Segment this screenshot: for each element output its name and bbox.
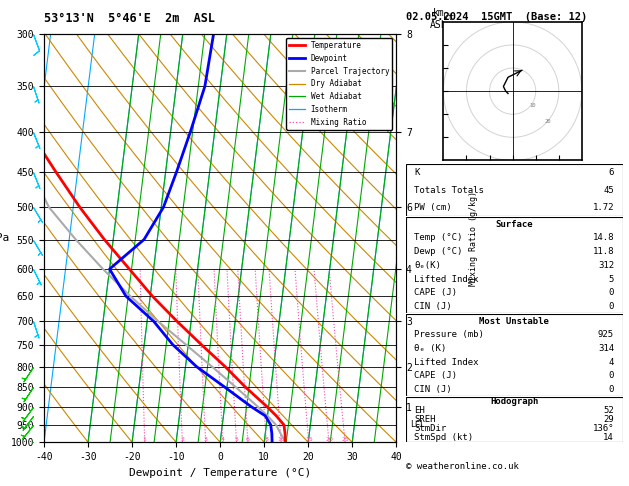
Text: 0: 0 <box>609 371 614 380</box>
Text: Hodograph: Hodograph <box>490 397 538 406</box>
Text: 11.8: 11.8 <box>593 247 614 256</box>
Text: 136°: 136° <box>593 424 614 433</box>
Text: 1: 1 <box>143 437 147 442</box>
Text: hPa: hPa <box>0 233 9 243</box>
Text: θₑ(K): θₑ(K) <box>415 261 442 270</box>
Text: 25: 25 <box>341 437 349 442</box>
Text: kt: kt <box>443 13 454 22</box>
Text: 20: 20 <box>325 437 333 442</box>
Text: LCL: LCL <box>410 420 425 429</box>
Text: 10: 10 <box>529 104 535 108</box>
Text: Lifted Index: Lifted Index <box>415 275 479 284</box>
Legend: Temperature, Dewpoint, Parcel Trajectory, Dry Adiabat, Wet Adiabat, Isotherm, Mi: Temperature, Dewpoint, Parcel Trajectory… <box>286 38 392 130</box>
Text: 5: 5 <box>609 275 614 284</box>
Text: 02.05.2024  15GMT  (Base: 12): 02.05.2024 15GMT (Base: 12) <box>406 12 587 22</box>
Text: Pressure (mb): Pressure (mb) <box>415 330 484 339</box>
Text: 0: 0 <box>609 302 614 311</box>
Text: 6: 6 <box>609 168 614 177</box>
Text: 0: 0 <box>609 385 614 394</box>
Text: CAPE (J): CAPE (J) <box>415 288 457 297</box>
Text: © weatheronline.co.uk: © weatheronline.co.uk <box>406 462 518 471</box>
Text: K: K <box>415 168 420 177</box>
Text: 0: 0 <box>609 288 614 297</box>
Text: 45: 45 <box>603 186 614 194</box>
Text: 20: 20 <box>545 120 552 124</box>
Text: EH: EH <box>415 406 425 415</box>
Text: Surface: Surface <box>496 220 533 228</box>
Text: 52: 52 <box>603 406 614 415</box>
Text: 2: 2 <box>181 437 184 442</box>
Text: 4: 4 <box>609 358 614 366</box>
X-axis label: Dewpoint / Temperature (°C): Dewpoint / Temperature (°C) <box>129 468 311 478</box>
Text: 10: 10 <box>277 437 285 442</box>
Text: 53°13'N  5°46'E  2m  ASL: 53°13'N 5°46'E 2m ASL <box>44 12 215 25</box>
Text: 3: 3 <box>204 437 208 442</box>
Text: Most Unstable: Most Unstable <box>479 317 549 326</box>
Text: 312: 312 <box>598 261 614 270</box>
Text: Totals Totals: Totals Totals <box>415 186 484 194</box>
Text: 14: 14 <box>603 433 614 442</box>
Text: Temp (°C): Temp (°C) <box>415 233 463 243</box>
Text: SREH: SREH <box>415 415 436 424</box>
Text: 5: 5 <box>235 437 238 442</box>
Text: 15: 15 <box>305 437 313 442</box>
Text: Lifted Index: Lifted Index <box>415 358 479 366</box>
Text: 8: 8 <box>265 437 269 442</box>
Text: CIN (J): CIN (J) <box>415 385 452 394</box>
Text: StmDir: StmDir <box>415 424 447 433</box>
Text: km
ASL: km ASL <box>430 8 447 30</box>
Text: StmSpd (kt): StmSpd (kt) <box>415 433 474 442</box>
Text: CAPE (J): CAPE (J) <box>415 371 457 380</box>
Text: Dewp (°C): Dewp (°C) <box>415 247 463 256</box>
Text: CIN (J): CIN (J) <box>415 302 452 311</box>
Text: 6: 6 <box>246 437 250 442</box>
Text: Mixing Ratio (g/kg): Mixing Ratio (g/kg) <box>469 191 478 286</box>
Text: 29: 29 <box>603 415 614 424</box>
Text: 925: 925 <box>598 330 614 339</box>
Text: 314: 314 <box>598 344 614 353</box>
Text: 4: 4 <box>221 437 225 442</box>
Text: 1.72: 1.72 <box>593 203 614 212</box>
Text: 14.8: 14.8 <box>593 233 614 243</box>
Text: θₑ (K): θₑ (K) <box>415 344 447 353</box>
Text: PW (cm): PW (cm) <box>415 203 452 212</box>
